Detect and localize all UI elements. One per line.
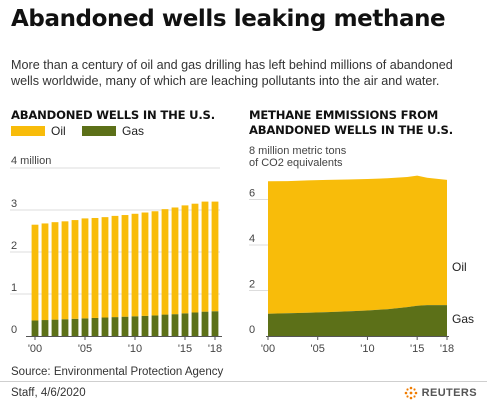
bar-gas-2011 — [141, 315, 149, 336]
x-tick-label: '00 — [261, 343, 275, 355]
bar-gas-2015 — [181, 313, 189, 336]
bar-oil-2018 — [211, 201, 219, 312]
bar-gas-2018 — [211, 311, 219, 336]
x-tick-label: '15 — [178, 343, 192, 355]
bar-gas-2014 — [171, 314, 179, 336]
bar-oil-2008 — [111, 215, 119, 318]
bar-gas-2010 — [131, 316, 139, 336]
subtitle: More than a century of oil and gas drill… — [11, 58, 453, 88]
bar-oil-2003 — [61, 221, 69, 320]
bar-oil-2000 — [31, 224, 39, 321]
bar-oil-2016 — [191, 203, 199, 313]
x-tick-label: '15 — [410, 343, 424, 355]
area-gas — [268, 305, 447, 336]
y-unit-label-2: of CO2 equivalents — [249, 157, 343, 169]
y-tick-label: 6 — [249, 188, 255, 200]
x-tick-label: '05 — [78, 343, 92, 355]
legend-item-gas: Gas — [82, 124, 144, 138]
legend-label-oil: Oil — [51, 124, 66, 138]
left-chart-title: ABANDONED WELLS IN THE U.S. — [11, 108, 215, 122]
x-tick-label: '10 — [360, 343, 374, 355]
legend-swatch-gas — [82, 126, 116, 136]
bar-oil-2009 — [121, 215, 129, 317]
series-label-gas: Gas — [452, 312, 474, 326]
y-tick-label: 2 — [11, 240, 17, 252]
credit-line: Staff, 4/6/2020 — [11, 387, 86, 399]
bar-oil-2010 — [131, 213, 139, 317]
y-tick-label: 1 — [11, 282, 17, 294]
bar-gas-2007 — [101, 317, 109, 336]
page-title: Abandoned wells leaking methane — [11, 6, 446, 32]
y-unit-label: 8 million metric tons — [249, 145, 347, 157]
y-unit-label: 4 million — [11, 155, 51, 167]
reuters-logo: REUTERS — [404, 386, 477, 400]
reuters-wordmark: REUTERS — [421, 387, 477, 399]
bar-oil-2006 — [91, 217, 99, 318]
series-label-oil: Oil — [452, 260, 467, 274]
source-note: Source: Environmental Protection Agency — [11, 366, 224, 378]
y-tick-label: 2 — [249, 279, 255, 291]
area-oil — [268, 175, 447, 314]
bar-gas-2009 — [121, 316, 129, 336]
bar-oil-2012 — [151, 211, 159, 316]
x-tick-label: '05 — [311, 343, 325, 355]
x-tick-label: '00 — [28, 343, 42, 355]
bar-gas-2003 — [61, 319, 69, 336]
bar-oil-2013 — [161, 209, 169, 315]
bar-oil-2007 — [101, 217, 109, 318]
bar-gas-2000 — [31, 320, 39, 336]
bar-gas-2001 — [41, 320, 49, 336]
bar-gas-2005 — [81, 318, 89, 336]
legend-item-oil: Oil — [11, 124, 66, 138]
bar-oil-2002 — [51, 222, 59, 320]
bar-gas-2012 — [151, 315, 159, 336]
x-tick-label: '18 — [208, 343, 222, 355]
left-chart: 0 1 2 3 4 million '00 '05 '10 '15 '18 — [10, 155, 222, 355]
bar-oil-2017 — [201, 201, 209, 312]
bar-gas-2008 — [111, 317, 119, 336]
bar-oil-2014 — [171, 207, 179, 315]
bar-oil-2001 — [41, 223, 49, 321]
legend-swatch-oil — [11, 126, 45, 136]
x-tick-label: '10 — [128, 343, 142, 355]
footer-divider — [0, 381, 487, 382]
bar-gas-2002 — [51, 319, 59, 336]
bar-oil-2011 — [141, 212, 149, 316]
y-tick-label: 0 — [11, 324, 17, 336]
bar-oil-2015 — [181, 205, 189, 314]
y-tick-label: 4 — [249, 233, 255, 245]
y-tick-label: 0 — [249, 324, 255, 336]
y-tick-label: 3 — [11, 198, 17, 210]
bar-oil-2004 — [71, 220, 79, 319]
bar-gas-2006 — [91, 317, 99, 336]
right-chart-title: METHANE EMMISSIONS FROM ABANDONED WELLS … — [249, 108, 453, 137]
bar-gas-2004 — [71, 318, 79, 336]
bar-gas-2016 — [191, 312, 199, 336]
bar-oil-2005 — [81, 218, 89, 319]
bar-gas-2013 — [161, 314, 169, 336]
bar-gas-2017 — [201, 311, 209, 336]
reuters-dots-icon — [404, 386, 417, 400]
legend-label-gas: Gas — [122, 124, 145, 138]
x-tick-label: '18 — [440, 343, 454, 355]
